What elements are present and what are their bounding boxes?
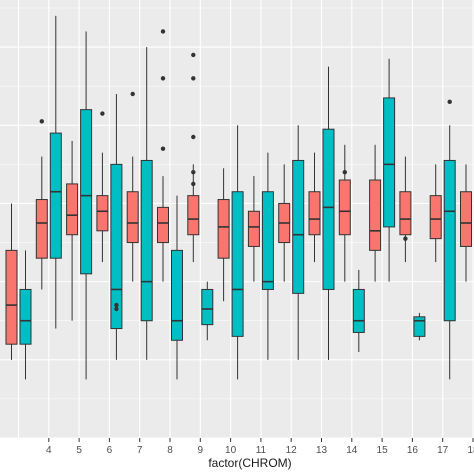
x-tick-label: 5 [76,445,82,456]
box-iqr [369,179,382,251]
box-iqr [352,288,365,333]
outlier-point [39,119,44,124]
x-tick-label: 4 [46,445,52,456]
outlier-point [160,146,166,151]
box-iqr [413,316,426,337]
x-tick-label: 6 [107,445,113,456]
x-tick-label: 18 [467,445,474,456]
box-iqr [66,183,79,236]
box-iqr [140,159,153,322]
grid-lines [0,0,474,439]
box-iqr [187,195,200,236]
box-iqr [429,195,442,240]
box-iqr [35,199,48,259]
x-tick-label: 8 [167,445,173,456]
x-tick-label: 16 [407,445,419,456]
box-iqr [308,191,321,236]
box-iqr [5,249,18,345]
outlier-point [160,76,166,81]
x-axis-title: factor(CHROM) [208,456,291,470]
box-iqr [247,210,260,247]
box-iqr [383,97,396,228]
outlier-point [447,99,452,105]
box-iqr [201,288,214,326]
outlier-point [342,169,347,175]
boxes [5,97,472,345]
x-tick-label: 9 [198,445,204,456]
box-iqr [217,199,230,259]
x-tick-label: 13 [316,445,328,456]
x-axis-ticks: 45678910111213141516171819 [46,438,474,456]
outlier-point [114,306,119,312]
outlier-point [191,76,196,81]
x-tick-label: 15 [377,445,389,456]
box-iqr [96,195,109,232]
box-iqr [338,179,351,236]
x-tick-label: 11 [256,445,267,456]
x-tick-label: 7 [137,445,143,456]
box-iqr [126,191,139,244]
box-iqr [443,159,456,322]
box-iqr [49,132,62,259]
box-iqr [80,109,93,275]
box-iqr [292,159,305,294]
outlier-point [191,134,196,140]
outlier-point [191,52,196,58]
outlier-point [403,236,408,241]
box-iqr [157,206,169,244]
box-iqr [460,191,472,247]
outlier-point [160,29,166,34]
box-iqr [171,249,183,341]
box-iqr [322,128,335,290]
outlier-point [130,91,135,97]
box-iqr [231,191,244,337]
x-tick-label: 10 [225,445,237,456]
x-tick-label: 12 [286,445,298,456]
x-tick-label: 17 [437,445,449,456]
box-iqr [399,191,412,236]
box-iqr [110,163,123,330]
whiskers [11,15,467,380]
outlier-point [100,111,105,116]
outlier-point [114,302,119,308]
outlier-points [39,29,452,312]
box-iqr [19,288,32,345]
outlier-point [191,181,196,187]
box-iqr [261,191,274,290]
outlier-point [191,169,196,175]
x-tick-label: 14 [346,445,358,456]
